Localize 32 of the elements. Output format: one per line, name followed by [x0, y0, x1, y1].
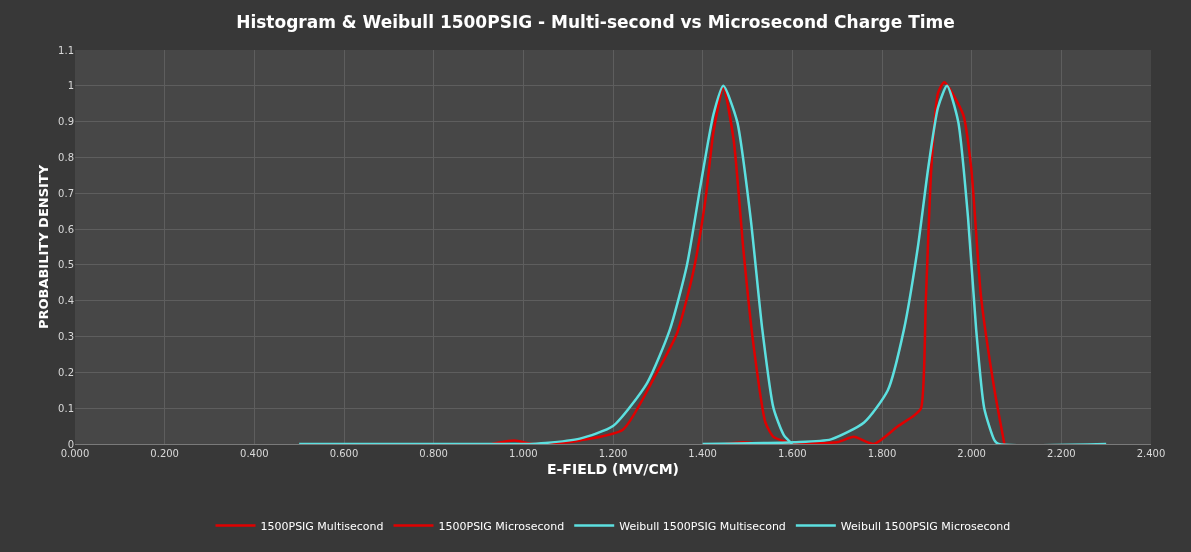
- x-tick-label: 1.600: [778, 448, 807, 459]
- y-axis-title: PROBABILITY DENSITY: [36, 164, 52, 330]
- x-tick-label: 2.400: [1136, 448, 1166, 459]
- y-tick-label: 0.5: [58, 259, 74, 271]
- x-axis-title: E-FIELD (MV/CM): [546, 461, 680, 478]
- chart-title: Histogram & Weibull 1500PSIG - Multi-second vs Microsecond Charge Time: [236, 12, 955, 33]
- y-tick-label: 0.2: [58, 366, 74, 378]
- legend-label: 1500PSIG Multisecond: [260, 519, 384, 533]
- legend-label: Weibull 1500PSIG Multisecond: [619, 519, 786, 533]
- legend-label: 1500PSIG Microsecond: [438, 519, 565, 533]
- y-tick-label: 0.1: [58, 402, 74, 414]
- y-tick-label: 0: [67, 438, 74, 450]
- y-tick-label: 0.7: [58, 187, 74, 199]
- y-tick-label: 0.3: [58, 331, 74, 343]
- x-tick-label: 1.400: [688, 448, 717, 459]
- y-tick-label: 0.4: [58, 295, 74, 307]
- y-tick-label: 0.9: [58, 116, 74, 128]
- x-tick-label: 1.800: [867, 448, 897, 459]
- y-tick-label: 1.1: [58, 44, 74, 56]
- y-tick-label: 0.6: [58, 223, 74, 235]
- x-tick-label: 0.200: [150, 448, 179, 459]
- x-tick-label: 0.800: [419, 448, 448, 459]
- x-tick-label: 1.200: [598, 448, 628, 459]
- x-tick-label: 0.000: [60, 448, 90, 459]
- legend-label: Weibull 1500PSIG Microsecond: [840, 519, 1011, 533]
- y-tick-label: 0.8: [58, 151, 74, 163]
- x-tick-label: 0.600: [329, 448, 359, 459]
- x-tick-label: 2.200: [1047, 448, 1076, 459]
- x-tick-label: 0.400: [240, 448, 269, 459]
- y-tick-label: 1: [67, 80, 74, 92]
- x-tick-label: 2.000: [957, 448, 986, 459]
- x-tick-label: 1.000: [509, 448, 538, 459]
